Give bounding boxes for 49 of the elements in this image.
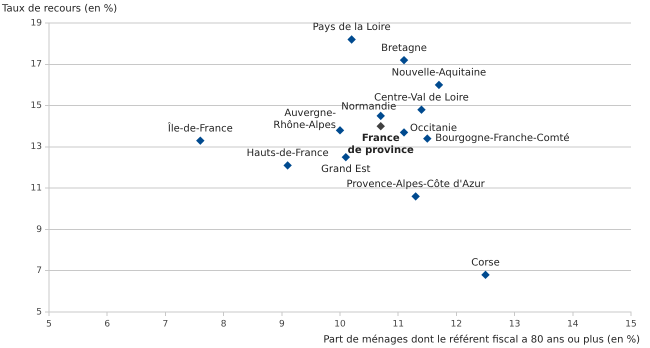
point [348,36,356,44]
y-axis-title: Taux de recours (en %) [1,4,118,15]
annotation: Centre-Val de Loire [374,92,469,104]
y-tick-label: 19 [30,18,42,28]
x-tick-label: 10 [334,320,346,330]
annotation: Corse [471,257,500,268]
point [482,270,490,279]
annotation: Nouvelle-Aquitaine [392,68,486,79]
annotation: Provence-Alpes-Côte d'Azur [346,178,486,190]
x-tick-label: 6 [104,320,110,330]
x-axis-title: Part de ménages dont le référent fiscal a 80 ans ou plus (en %) [323,334,640,346]
y-tick-label: 15 [30,100,42,111]
y-tick-label: 17 [30,60,42,70]
annotation: Pays de la Loire [312,22,391,34]
annotation: Hauts-de-France [246,148,329,160]
y-tick-label: 5 [36,307,42,318]
annotation: Bourgogne-Franche-Comté [435,133,570,144]
y-tick-label: 11 [30,183,42,194]
point [196,136,204,145]
annotation: Île-de-France [168,121,233,134]
x-tick-label: 12 [450,320,462,330]
point [400,56,408,64]
y-tick-label: 9 [36,224,42,235]
annotation: Auvergne-Rhône-Alpes [273,108,336,131]
point [417,106,426,114]
point [423,134,432,143]
x-tick-label: 9 [278,320,285,330]
annotation: France de province [348,132,414,156]
point [376,112,385,120]
point [284,161,292,170]
x-tick-label: 7 [162,320,168,330]
point [434,80,443,89]
annotation: Bretagne [381,42,427,54]
x-tick-label: 15 [625,320,637,330]
y-tick-label: 7 [36,266,42,276]
point [400,128,408,136]
x-tick-label: 8 [220,320,227,330]
y-tick-label: 13 [30,142,42,152]
point [336,126,344,134]
point [412,192,420,200]
x-tick-label: 11 [392,320,404,330]
x-tick-label: 13 [508,320,520,330]
point [376,122,385,130]
annotation: Normandie [341,101,396,112]
x-tick-label: 14 [567,320,579,330]
x-tick-label: 5 [46,320,52,330]
point [342,153,350,162]
annotation: Grand Est [321,164,371,175]
annotation: Occitanie [410,123,457,134]
